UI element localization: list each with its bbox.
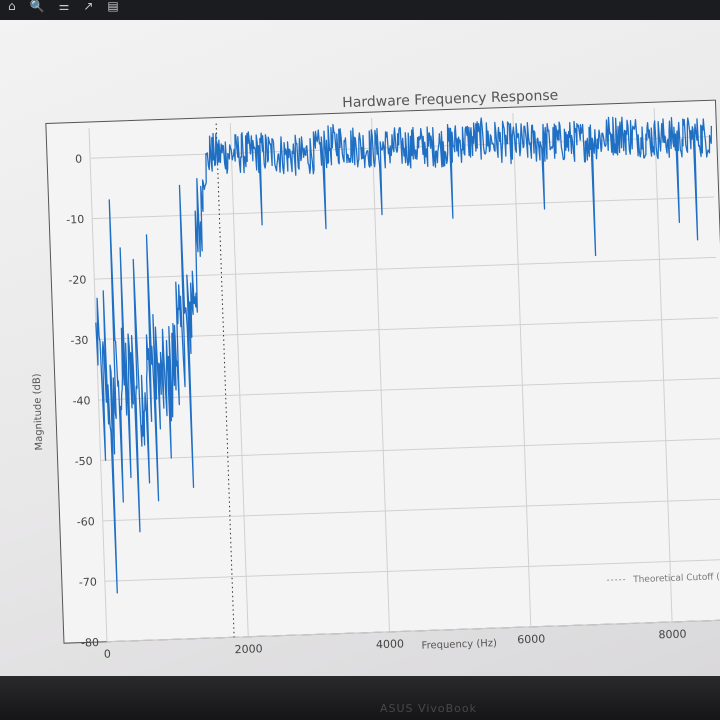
- response-series-line: [95, 116, 712, 594]
- plot-toolbar: ⌂ 🔍 ⚌ ↗ ▤: [8, 0, 119, 14]
- y-tick-label: -20: [68, 273, 86, 287]
- legend-entry: Theoretical Cutoff (...: [632, 572, 720, 585]
- x-axis-label: Frequency (Hz): [421, 638, 497, 652]
- legend: Theoretical Cutoff (...: [607, 572, 720, 585]
- edit-axis-icon[interactable]: ↗: [83, 0, 94, 13]
- configure-subplots-icon[interactable]: ⚌: [58, 0, 70, 13]
- home-icon[interactable]: ⌂: [8, 0, 16, 13]
- y-gridline: [96, 317, 719, 341]
- x-gridline: [229, 123, 249, 637]
- y-tick-label: -30: [70, 334, 88, 348]
- y-axis-label: Magnitude (dB): [32, 373, 46, 451]
- y-gridline: [106, 619, 720, 643]
- x-tick-label: 8000: [658, 627, 686, 641]
- save-icon[interactable]: ▤: [107, 0, 119, 13]
- monitor-bottom-bezel: [0, 676, 720, 720]
- x-gridline: [512, 113, 532, 627]
- y-gridline: [94, 256, 716, 280]
- y-tick-label: 0: [75, 153, 82, 166]
- x-gridline: [88, 127, 108, 642]
- monitor-top-bezel: [0, 0, 720, 20]
- axis-ticks: 0 2000 4000 6000 8000 0 -10 -20 -30 -40 -50 -60 -70 -…: [66, 153, 687, 661]
- y-tick-label: -60: [77, 515, 95, 529]
- y-tick-label: -80: [81, 636, 99, 650]
- y-gridline: [100, 438, 720, 461]
- x-tick-label: 6000: [517, 632, 545, 646]
- x-gridline: [653, 108, 673, 622]
- x-tick-label: 4000: [376, 637, 404, 651]
- y-tick-label: -50: [74, 455, 92, 469]
- x-tick-label: 2000: [234, 642, 262, 656]
- y-tick-label: -40: [72, 394, 90, 408]
- x-gridline: [371, 118, 391, 632]
- cutoff-line: [215, 123, 235, 638]
- y-tick-label: -10: [66, 213, 84, 227]
- y-gridline: [102, 498, 720, 522]
- x-tick-label: 0: [104, 648, 111, 661]
- legend-swatch: [607, 578, 628, 581]
- zoom-icon[interactable]: 🔍: [29, 0, 45, 13]
- y-tick-label: -70: [79, 576, 97, 590]
- brand-label: ASUS VivoBook: [380, 702, 477, 715]
- y-gridline: [98, 377, 720, 401]
- chart-title: Hardware Frequency Response: [342, 88, 558, 112]
- y-gridline: [104, 559, 720, 582]
